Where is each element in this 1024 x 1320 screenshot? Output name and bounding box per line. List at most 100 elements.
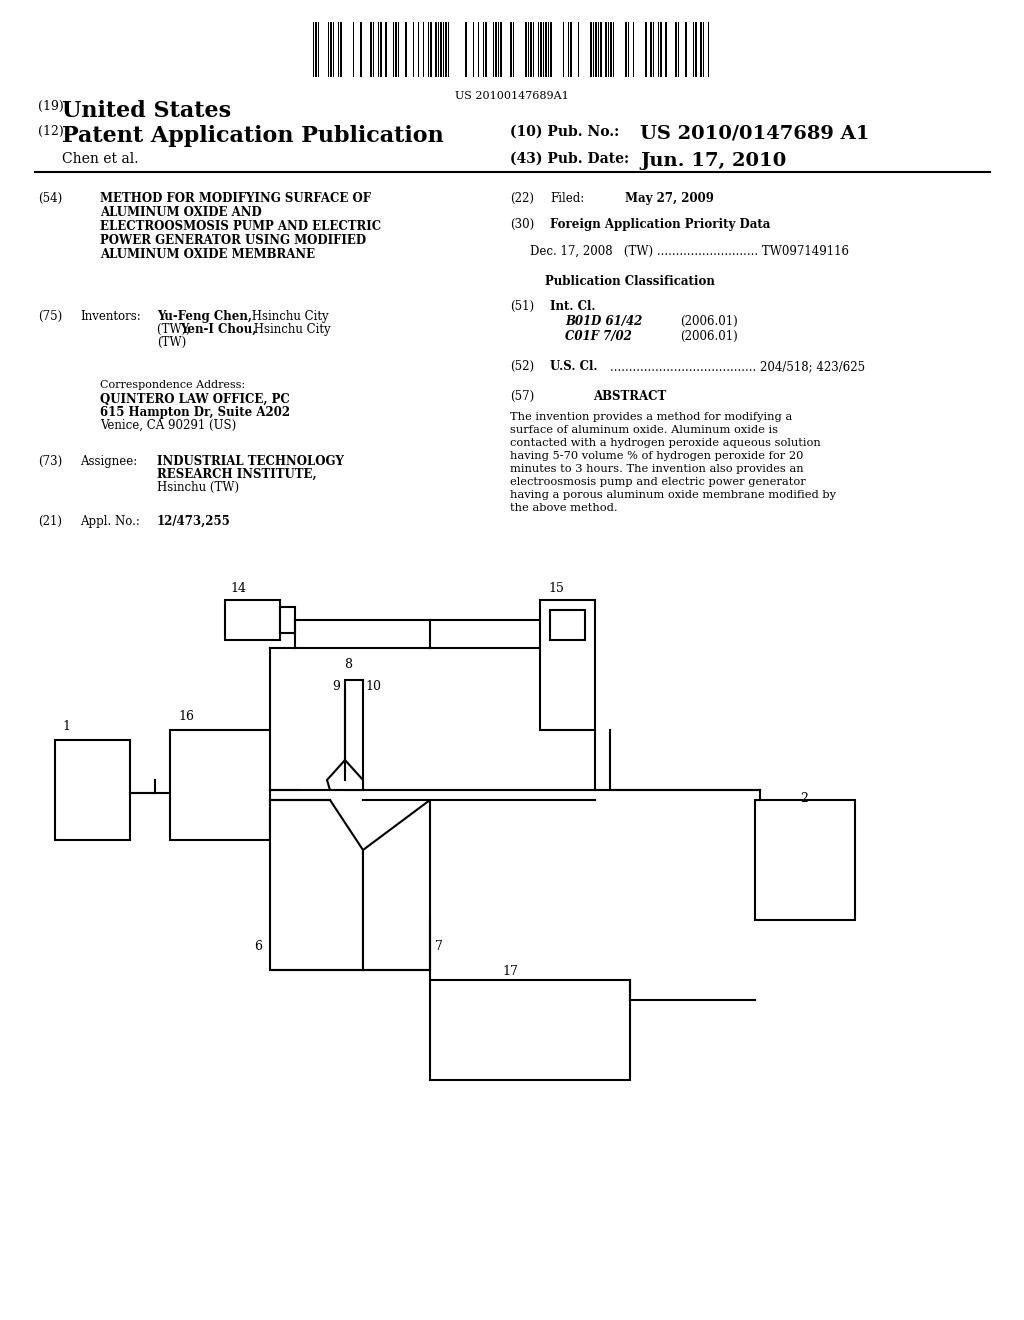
Bar	[498, 22, 499, 77]
Bar	[413, 22, 414, 77]
Bar	[427, 22, 429, 77]
Text: Inventors:: Inventors:	[80, 310, 140, 323]
Polygon shape	[270, 800, 330, 931]
Bar	[333, 22, 334, 77]
Bar	[597, 22, 599, 77]
Bar	[472, 22, 474, 77]
Text: (73): (73)	[38, 455, 62, 469]
Bar	[532, 22, 534, 77]
Text: ALUMINUM OXIDE AND: ALUMINUM OXIDE AND	[100, 206, 262, 219]
Bar	[373, 22, 374, 77]
Bar	[605, 22, 606, 77]
Text: Hsinchu City: Hsinchu City	[250, 323, 331, 337]
Bar	[345, 680, 362, 789]
Text: 17: 17	[502, 965, 518, 978]
Bar	[600, 22, 601, 77]
Text: (54): (54)	[38, 191, 62, 205]
Bar	[755, 800, 855, 920]
Text: (2006.01): (2006.01)	[680, 315, 737, 327]
Bar	[702, 22, 705, 77]
Text: contacted with a hydrogen peroxide aqueous solution: contacted with a hydrogen peroxide aqueo…	[510, 438, 821, 447]
Bar	[418, 22, 419, 77]
Bar	[55, 741, 130, 840]
Text: (51): (51)	[510, 300, 535, 313]
Bar	[578, 22, 579, 77]
Bar	[590, 22, 592, 77]
Bar	[338, 22, 339, 77]
Text: (22): (22)	[510, 191, 534, 205]
Text: 8: 8	[344, 657, 352, 671]
Bar	[700, 22, 701, 77]
Text: 615 Hampton Dr, Suite A202: 615 Hampton Dr, Suite A202	[100, 407, 290, 418]
Bar	[570, 22, 571, 77]
Text: 6: 6	[254, 940, 262, 953]
Bar	[495, 22, 497, 77]
Bar	[493, 22, 494, 77]
Bar	[645, 22, 646, 77]
Bar	[652, 22, 654, 77]
Text: (TW): (TW)	[157, 337, 186, 348]
Polygon shape	[362, 800, 430, 970]
Bar	[406, 22, 407, 77]
Bar	[657, 22, 659, 77]
Bar	[328, 22, 329, 77]
Text: (57): (57)	[510, 389, 535, 403]
Text: B01D 61/42: B01D 61/42	[565, 315, 642, 327]
Bar	[660, 22, 662, 77]
Bar	[675, 22, 677, 77]
Bar	[633, 22, 634, 77]
Text: C01F 7/02: C01F 7/02	[565, 330, 632, 343]
Bar	[385, 22, 386, 77]
Bar	[545, 22, 547, 77]
Text: 2: 2	[800, 792, 808, 805]
Bar	[437, 22, 439, 77]
Bar	[360, 22, 361, 77]
Bar	[440, 22, 441, 77]
Bar	[317, 22, 319, 77]
Bar	[695, 22, 696, 77]
Bar	[477, 22, 479, 77]
Text: (21): (21)	[38, 515, 62, 528]
Text: METHOD FOR MODIFYING SURFACE OF: METHOD FOR MODIFYING SURFACE OF	[100, 191, 371, 205]
Text: having 5-70 volume % of hydrogen peroxide for 20: having 5-70 volume % of hydrogen peroxid…	[510, 451, 804, 461]
Bar	[685, 22, 686, 77]
Text: QUINTERO LAW OFFICE, PC: QUINTERO LAW OFFICE, PC	[100, 393, 290, 407]
Bar	[225, 601, 280, 640]
Text: United States: United States	[62, 100, 231, 121]
Bar	[562, 22, 564, 77]
Bar	[330, 22, 332, 77]
Polygon shape	[270, 800, 362, 970]
Text: ALUMINUM OXIDE MEMBRANE: ALUMINUM OXIDE MEMBRANE	[100, 248, 315, 261]
Text: 1: 1	[62, 719, 70, 733]
Bar	[445, 22, 446, 77]
Bar	[665, 22, 667, 77]
Text: Jun. 17, 2010: Jun. 17, 2010	[640, 152, 786, 170]
Text: Patent Application Publication: Patent Application Publication	[62, 125, 443, 147]
Text: (2006.01): (2006.01)	[680, 330, 737, 343]
Bar	[482, 22, 484, 77]
Text: 7: 7	[435, 940, 442, 953]
Text: (75): (75)	[38, 310, 62, 323]
Bar	[625, 22, 627, 77]
Bar	[548, 22, 549, 77]
Text: Hsinchu City: Hsinchu City	[248, 310, 329, 323]
Text: (19): (19)	[38, 100, 63, 114]
Text: Foreign Application Priority Data: Foreign Application Priority Data	[550, 218, 770, 231]
Text: Chen et al.: Chen et al.	[62, 152, 138, 166]
Bar	[612, 22, 614, 77]
Bar	[392, 22, 394, 77]
Polygon shape	[327, 760, 362, 789]
Bar	[435, 22, 436, 77]
Bar	[485, 22, 486, 77]
Text: 10: 10	[365, 680, 381, 693]
Text: (TW);: (TW);	[157, 323, 194, 337]
Bar	[527, 22, 529, 77]
Bar	[593, 22, 594, 77]
Text: INDUSTRIAL TECHNOLOGY: INDUSTRIAL TECHNOLOGY	[157, 455, 344, 469]
Bar	[397, 22, 399, 77]
Bar	[525, 22, 526, 77]
Text: Publication Classification: Publication Classification	[545, 275, 715, 288]
Bar	[708, 22, 709, 77]
Bar	[550, 22, 552, 77]
Text: US 2010/0147689 A1: US 2010/0147689 A1	[640, 125, 869, 143]
